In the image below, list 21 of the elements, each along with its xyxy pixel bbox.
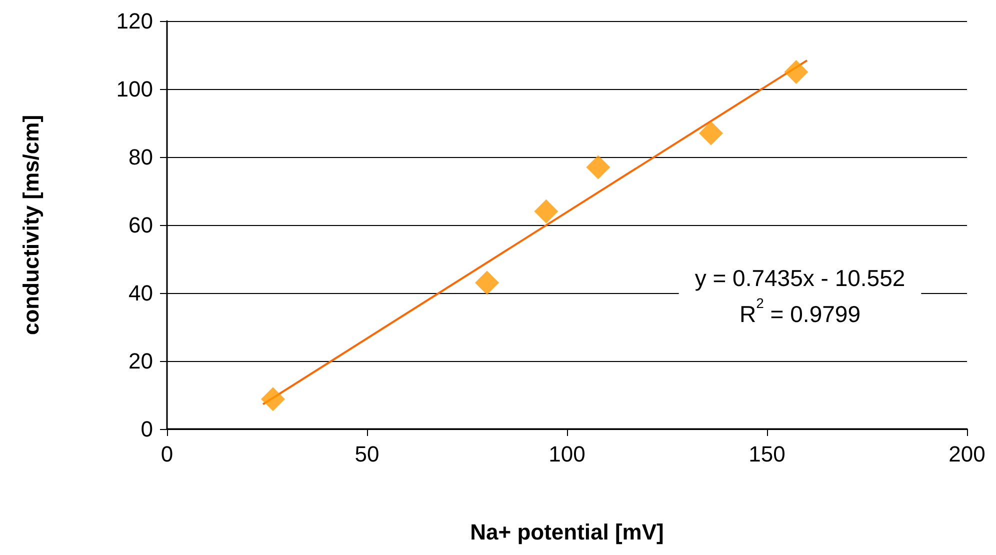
y-tick-label: 40 [128,280,153,306]
point [784,60,808,84]
y-tick-label: 120 [116,8,153,34]
x-axis-title: Na+ potential [mV] [470,520,664,544]
y-axis-title: conductivity [ms/cm] [18,114,44,336]
x-tick-label: 100 [548,442,586,466]
point [475,270,499,295]
point [534,199,558,224]
y-tick-label: 100 [116,76,153,102]
y-tick-label: 80 [128,144,153,170]
point [261,387,285,412]
x-tick-label: 0 [160,442,174,466]
x-tick-label: 150 [748,442,786,466]
y-tick-label: 20 [128,348,153,374]
x-tick-label: 200 [948,442,986,466]
x-tick-label: 50 [354,442,380,466]
point [699,121,723,146]
point [586,155,610,180]
annotation: y = 0.7435x - 10.552 [694,265,906,291]
y-tick-label: 60 [128,212,153,238]
y-tick-label: 0 [140,416,153,442]
